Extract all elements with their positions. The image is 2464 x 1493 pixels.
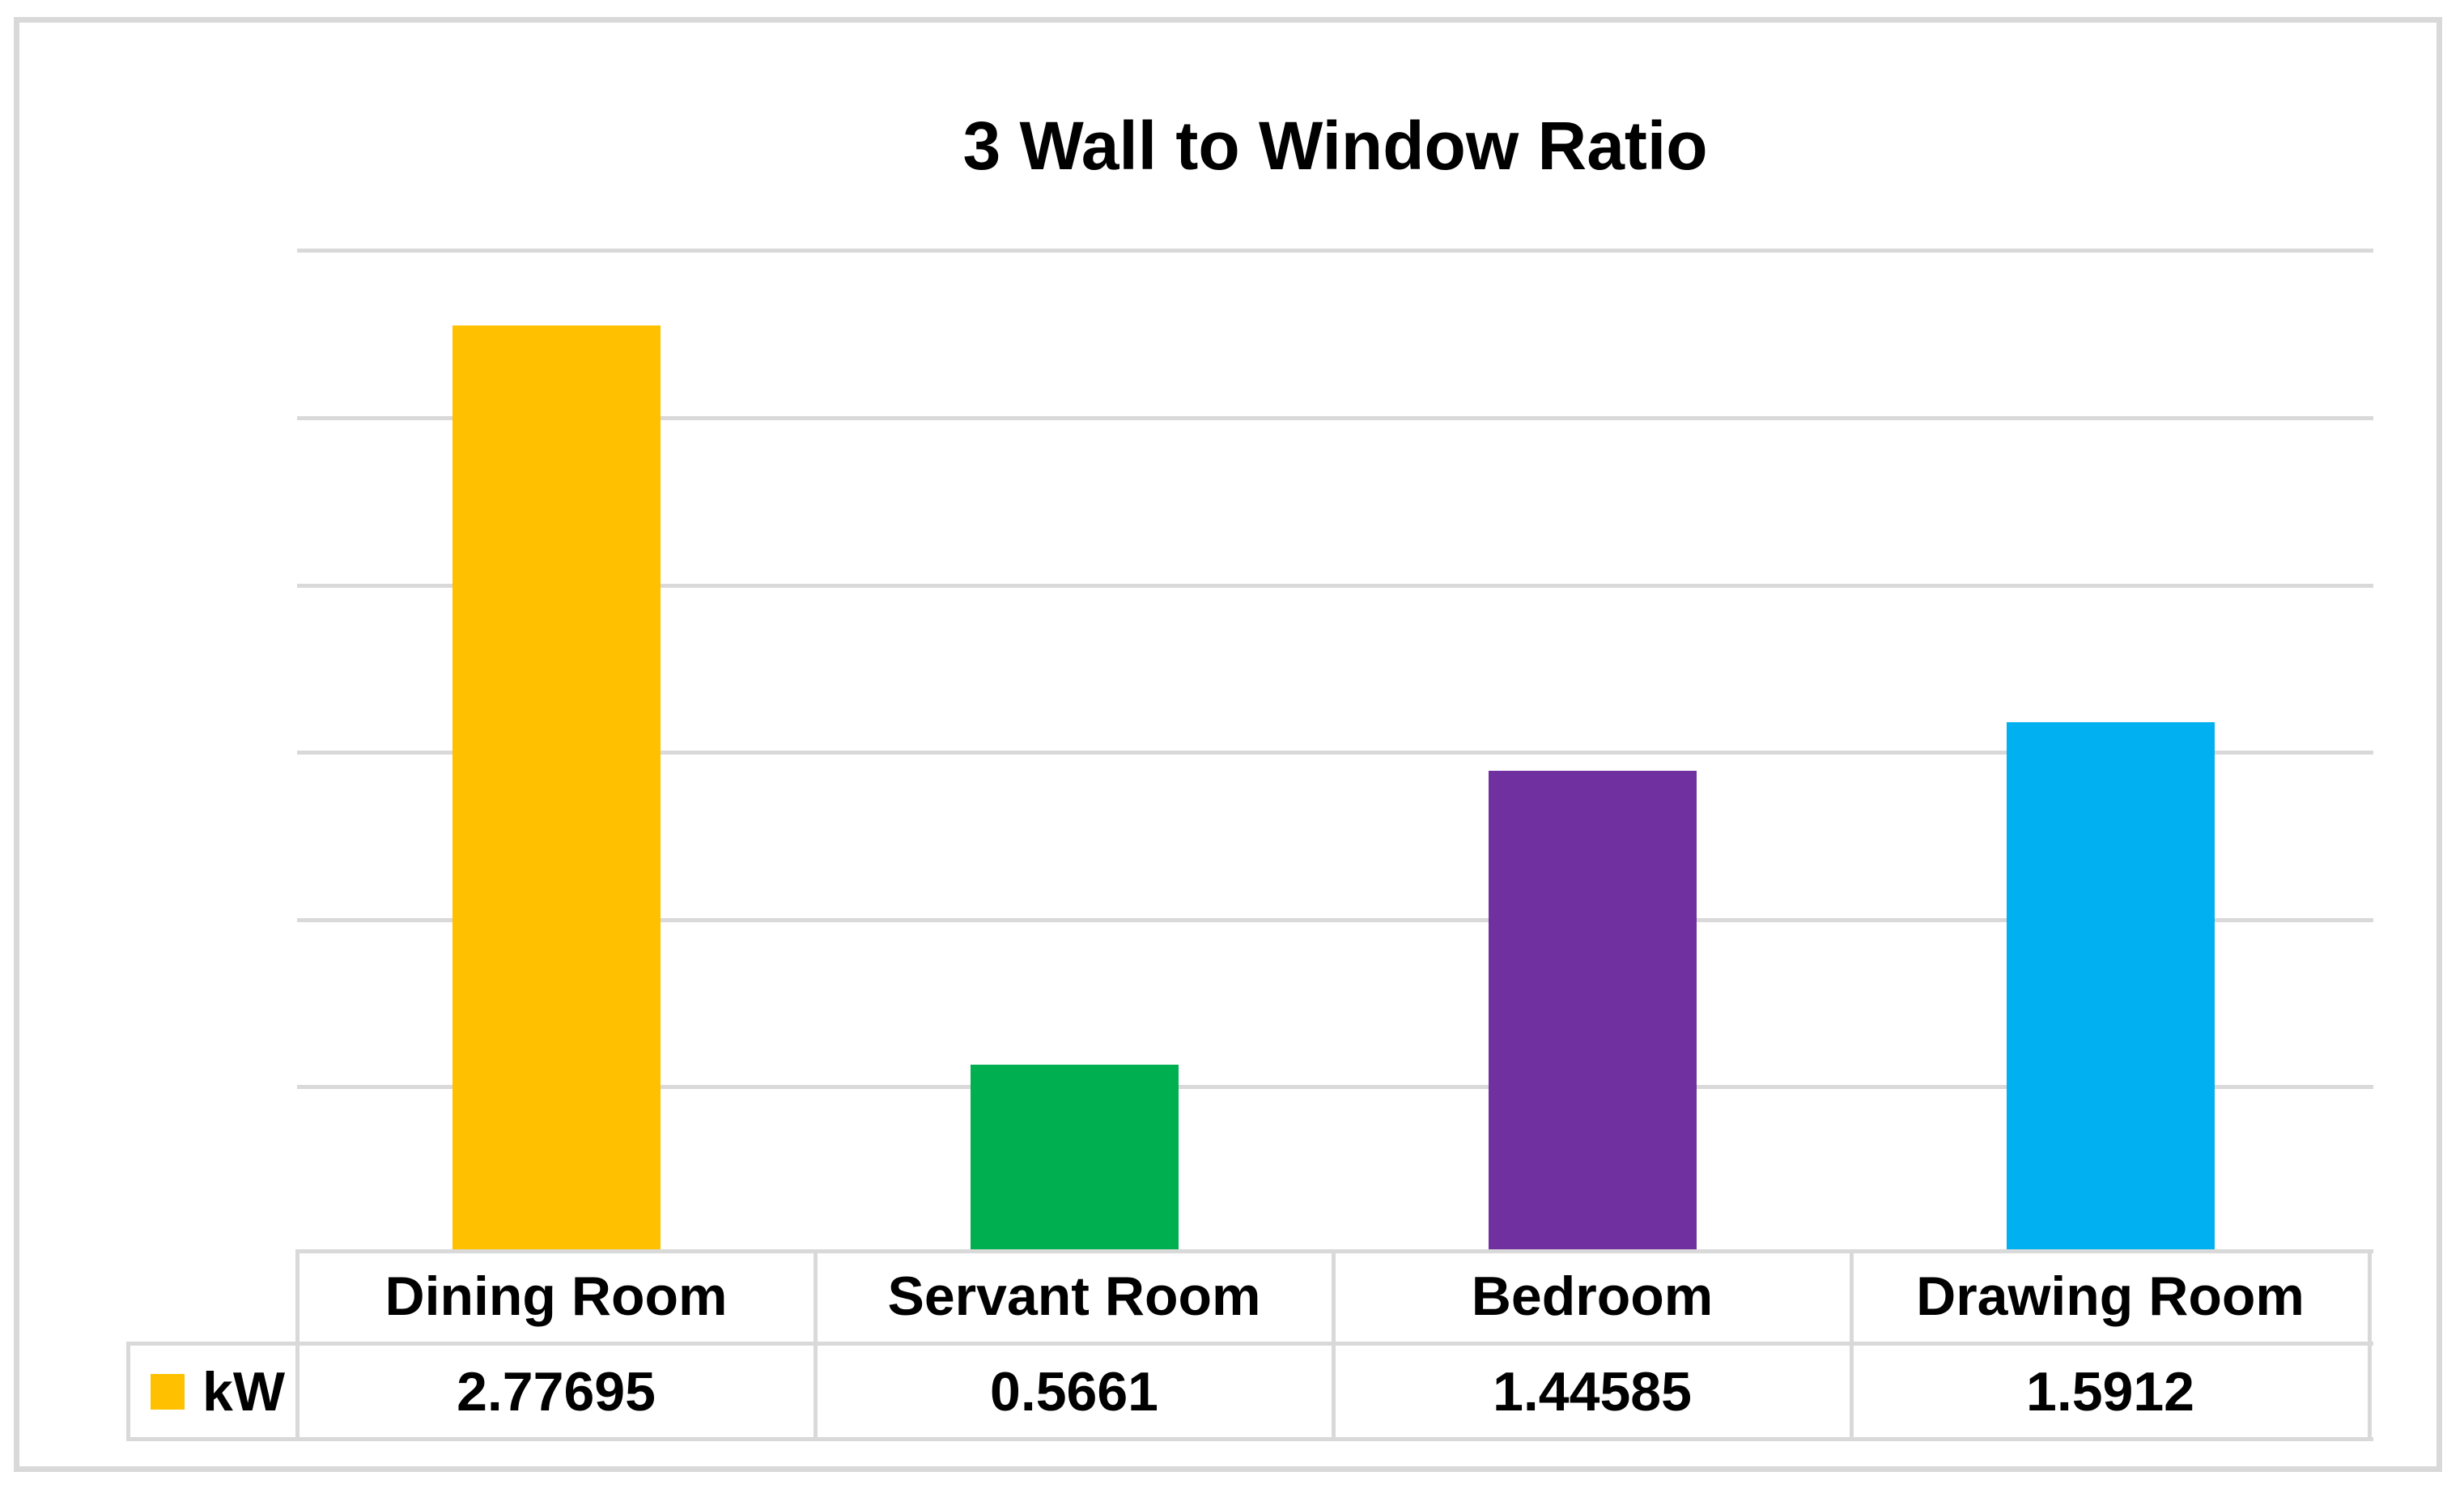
table-value-bedroom: 1.44585 — [1493, 1360, 1692, 1423]
bar-bedroom — [1489, 771, 1697, 1249]
legend-series-label: kW — [202, 1360, 285, 1423]
table-border-line — [814, 1249, 818, 1441]
table-border-line — [126, 1342, 130, 1441]
table-border-line — [1850, 1249, 1854, 1441]
table-border-line — [1332, 1249, 1336, 1441]
table-value-servant-room: 0.5661 — [990, 1360, 1158, 1423]
legend-swatch-kw — [151, 1373, 185, 1410]
table-border-line — [128, 1342, 2373, 1346]
gridline — [297, 249, 2373, 253]
gridline — [297, 918, 2373, 922]
gridline — [297, 1085, 2373, 1089]
legend-cell: kW — [128, 1346, 297, 1437]
gridline — [297, 751, 2373, 755]
table-header-bedroom: Bedroom — [1471, 1265, 1714, 1327]
table-value-drawing-room: 1.5912 — [2026, 1360, 2194, 1423]
chart-title: 3 Wall to Window Ratio — [962, 108, 1708, 184]
gridline — [297, 416, 2373, 420]
table-header-servant-room: Servant Room — [887, 1265, 1261, 1327]
table-border-line — [295, 1249, 300, 1441]
bar-dining-room — [452, 325, 661, 1249]
table-header-drawing-room: Drawing Room — [1916, 1265, 2305, 1327]
table-border-line — [128, 1437, 2373, 1441]
bar-drawing-room — [2007, 722, 2215, 1249]
table-border-line — [2368, 1249, 2372, 1441]
gridline — [297, 584, 2373, 588]
bar-servant-room — [971, 1065, 1179, 1249]
table-header-dining-room: Dining Room — [384, 1265, 728, 1327]
table-value-dining-room: 2.77695 — [457, 1360, 656, 1423]
